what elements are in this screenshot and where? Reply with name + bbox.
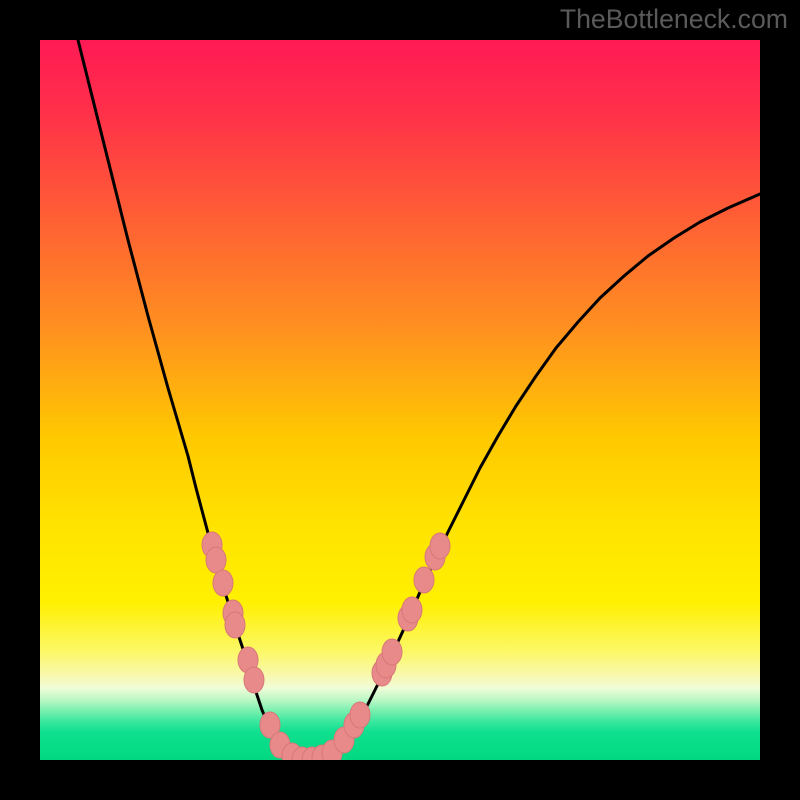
- data-marker: [213, 570, 233, 596]
- data-marker: [350, 702, 370, 728]
- data-marker: [414, 567, 434, 593]
- data-marker: [402, 597, 422, 623]
- chart-frame: TheBottleneck.com: [0, 0, 800, 800]
- data-marker: [382, 639, 402, 665]
- data-marker: [244, 667, 264, 693]
- data-marker: [206, 547, 226, 573]
- data-marker: [225, 612, 245, 638]
- watermark-text: TheBottleneck.com: [560, 4, 788, 35]
- bottleneck-chart: [0, 0, 800, 800]
- data-marker: [430, 533, 450, 559]
